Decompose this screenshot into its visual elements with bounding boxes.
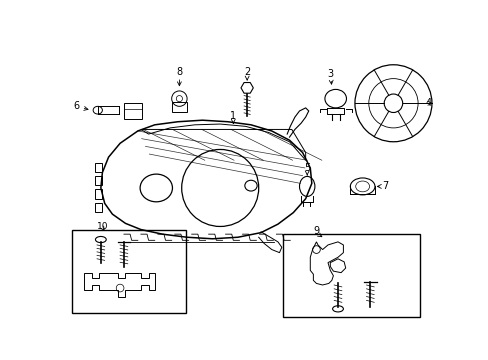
Text: 7: 7 [382,181,388,192]
Bar [171,102,187,112]
Bar [123,103,142,119]
Text: 1: 1 [230,111,236,121]
Text: 2: 2 [244,67,250,77]
Text: 8: 8 [176,67,182,77]
Text: 10: 10 [97,222,108,231]
Text: 3: 3 [326,69,333,79]
Bar [282,234,419,317]
Bar [71,230,185,313]
Text: 5: 5 [304,163,310,173]
Text: 6: 6 [73,101,79,111]
Text: 9: 9 [313,226,319,236]
Text: 4: 4 [425,98,431,108]
